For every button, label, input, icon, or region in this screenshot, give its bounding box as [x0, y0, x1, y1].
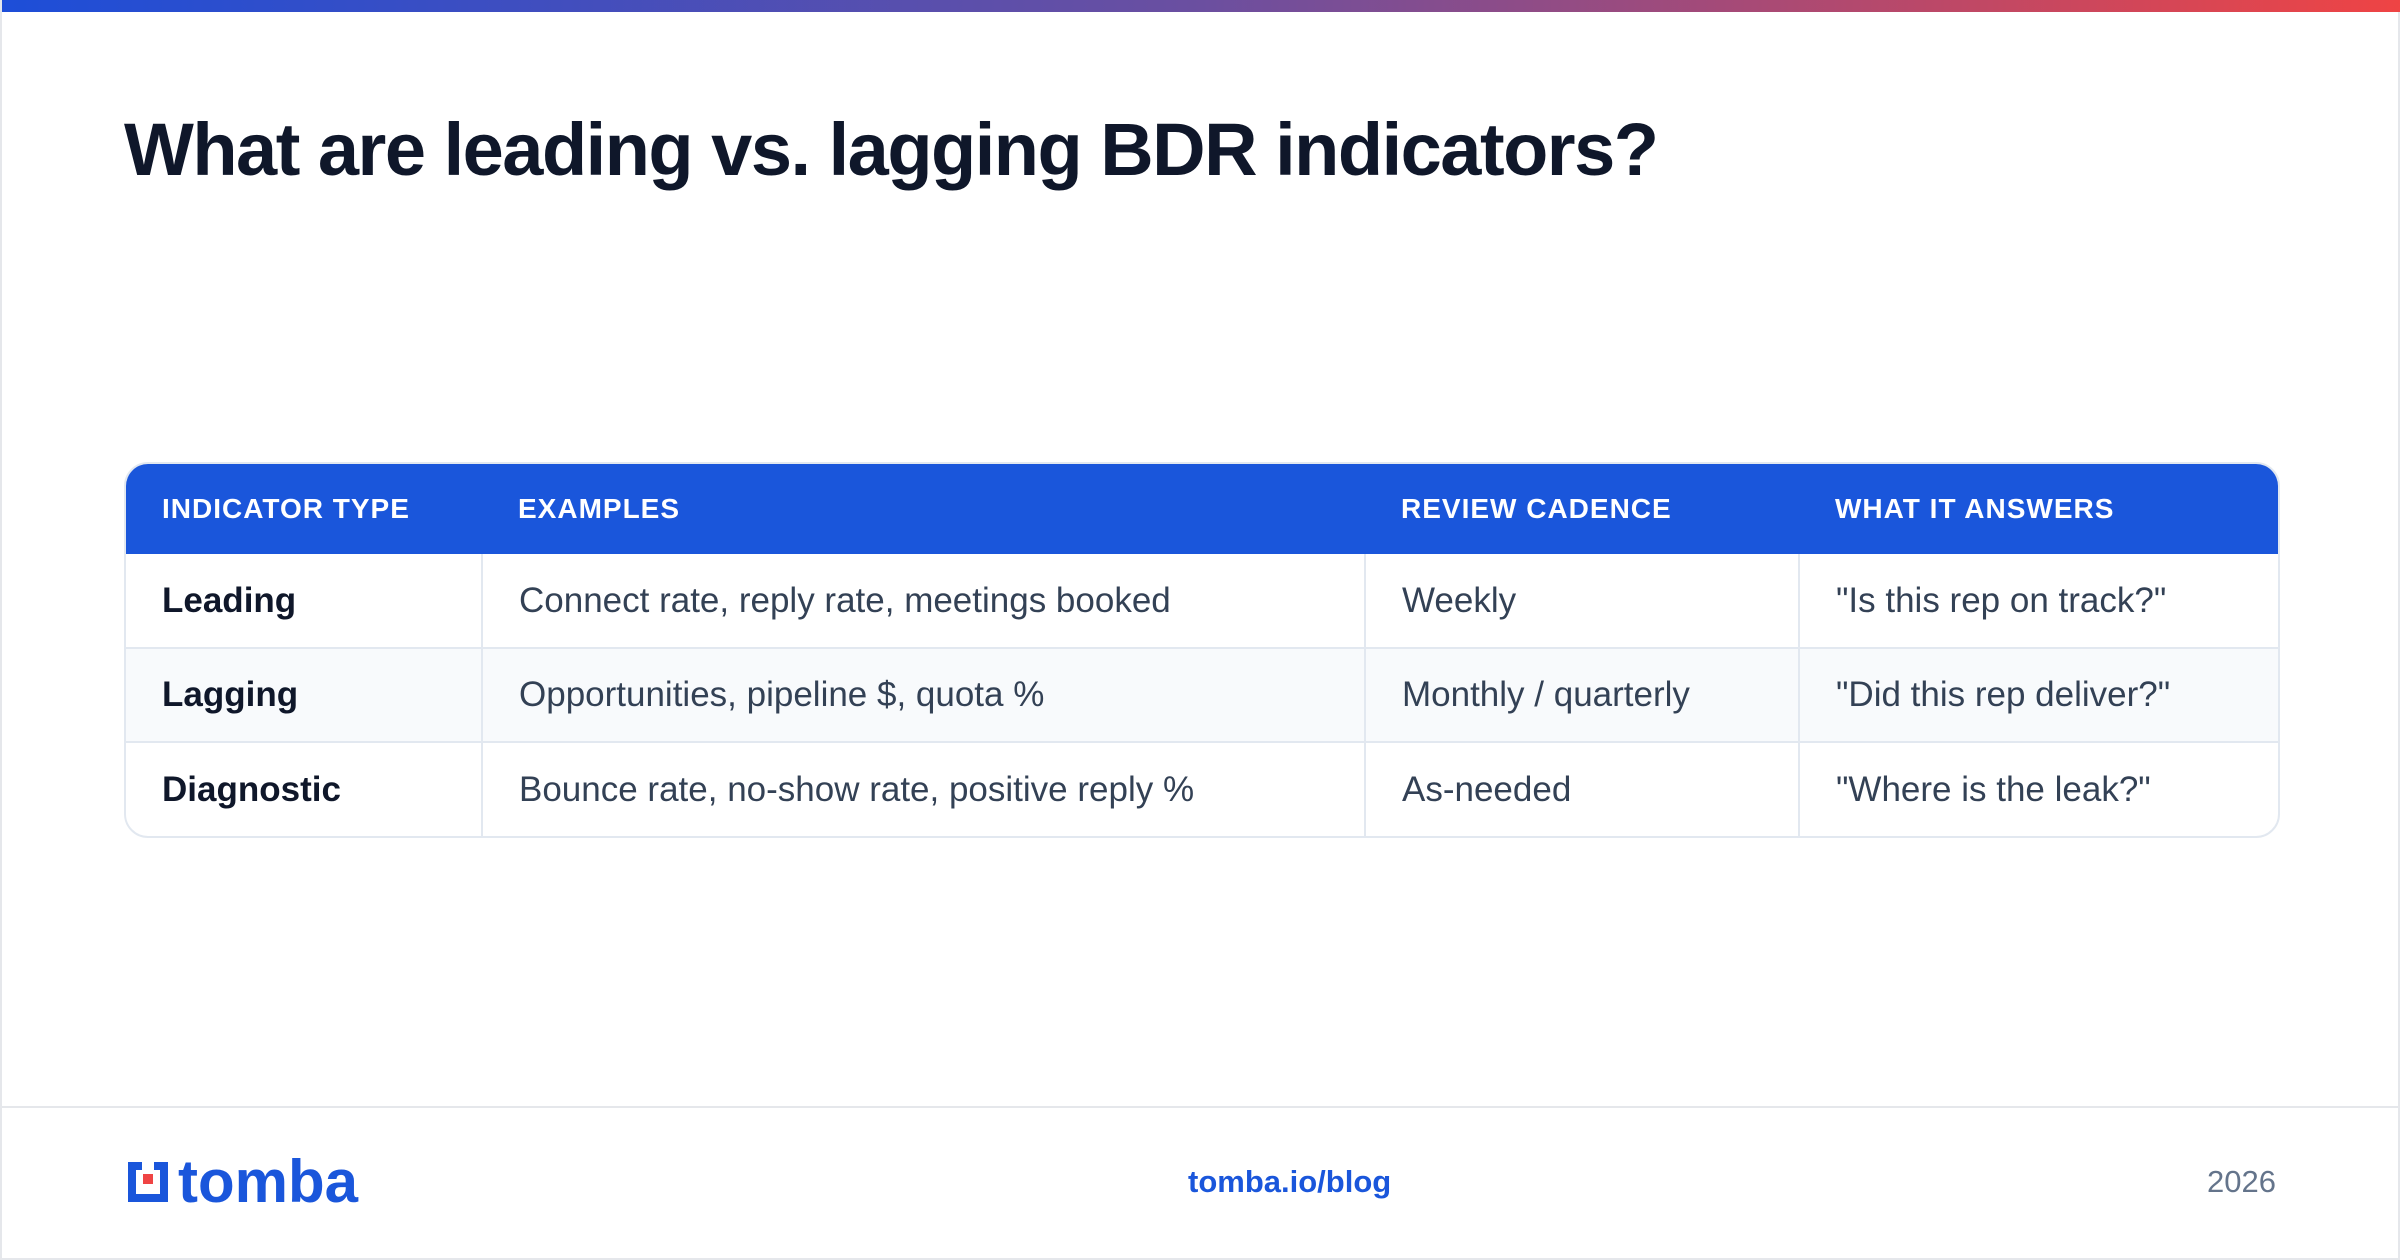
- table-row: Lagging Opportunities, pipeline $, quota…: [126, 647, 2278, 742]
- cell-what-it-answers: "Is this rep on track?": [1798, 554, 2278, 648]
- column-header-review-cadence: REVIEW CADENCE: [1365, 464, 1799, 554]
- blog-link[interactable]: tomba.io/blog: [1188, 1164, 1392, 1199]
- footer-year: 2026: [2207, 1164, 2276, 1199]
- cell-review-cadence: As-needed: [1364, 741, 1799, 836]
- cell-examples: Opportunities, pipeline $, quota %: [481, 647, 1365, 742]
- table-row: Leading Connect rate, reply rate, meetin…: [126, 554, 2278, 648]
- table-header: INDICATOR TYPE EXAMPLES REVIEW CADENCE W…: [126, 464, 2278, 554]
- cell-examples: Bounce rate, no-show rate, positive repl…: [481, 741, 1365, 836]
- table-row: Diagnostic Bounce rate, no-show rate, po…: [126, 741, 2278, 836]
- indicators-table: INDICATOR TYPE EXAMPLES REVIEW CADENCE W…: [126, 464, 2278, 836]
- indicators-table-container: INDICATOR TYPE EXAMPLES REVIEW CADENCE W…: [124, 462, 2280, 838]
- column-header-examples: EXAMPLES: [482, 464, 1365, 554]
- accent-gradient-bar: [2, 0, 2400, 12]
- logo-wordmark: tomba: [178, 1148, 358, 1215]
- cell-indicator-type: Leading: [162, 580, 297, 620]
- page-title: What are leading vs. lagging BDR indicat…: [124, 108, 1659, 191]
- cell-what-it-answers: "Did this rep deliver?": [1798, 647, 2278, 742]
- cell-review-cadence: Monthly / quarterly: [1364, 647, 1799, 742]
- cell-examples: Connect rate, reply rate, meetings booke…: [481, 554, 1365, 648]
- table-header-row: INDICATOR TYPE EXAMPLES REVIEW CADENCE W…: [126, 464, 2278, 554]
- table-body: Leading Connect rate, reply rate, meetin…: [126, 554, 2278, 836]
- cell-what-it-answers: "Where is the leak?": [1798, 741, 2278, 836]
- tomba-logo[interactable]: tomba: [124, 1148, 358, 1215]
- footer-divider: [2, 1106, 2400, 1108]
- column-header-indicator-type: INDICATOR TYPE: [126, 464, 482, 554]
- cell-indicator-type: Lagging: [126, 647, 482, 742]
- cell-review-cadence: Weekly: [1364, 554, 1799, 648]
- tomba-logo-icon: [128, 1162, 168, 1202]
- column-header-what-it-answers: WHAT IT ANSWERS: [1799, 464, 2278, 554]
- cell-indicator-type: Diagnostic: [126, 741, 482, 836]
